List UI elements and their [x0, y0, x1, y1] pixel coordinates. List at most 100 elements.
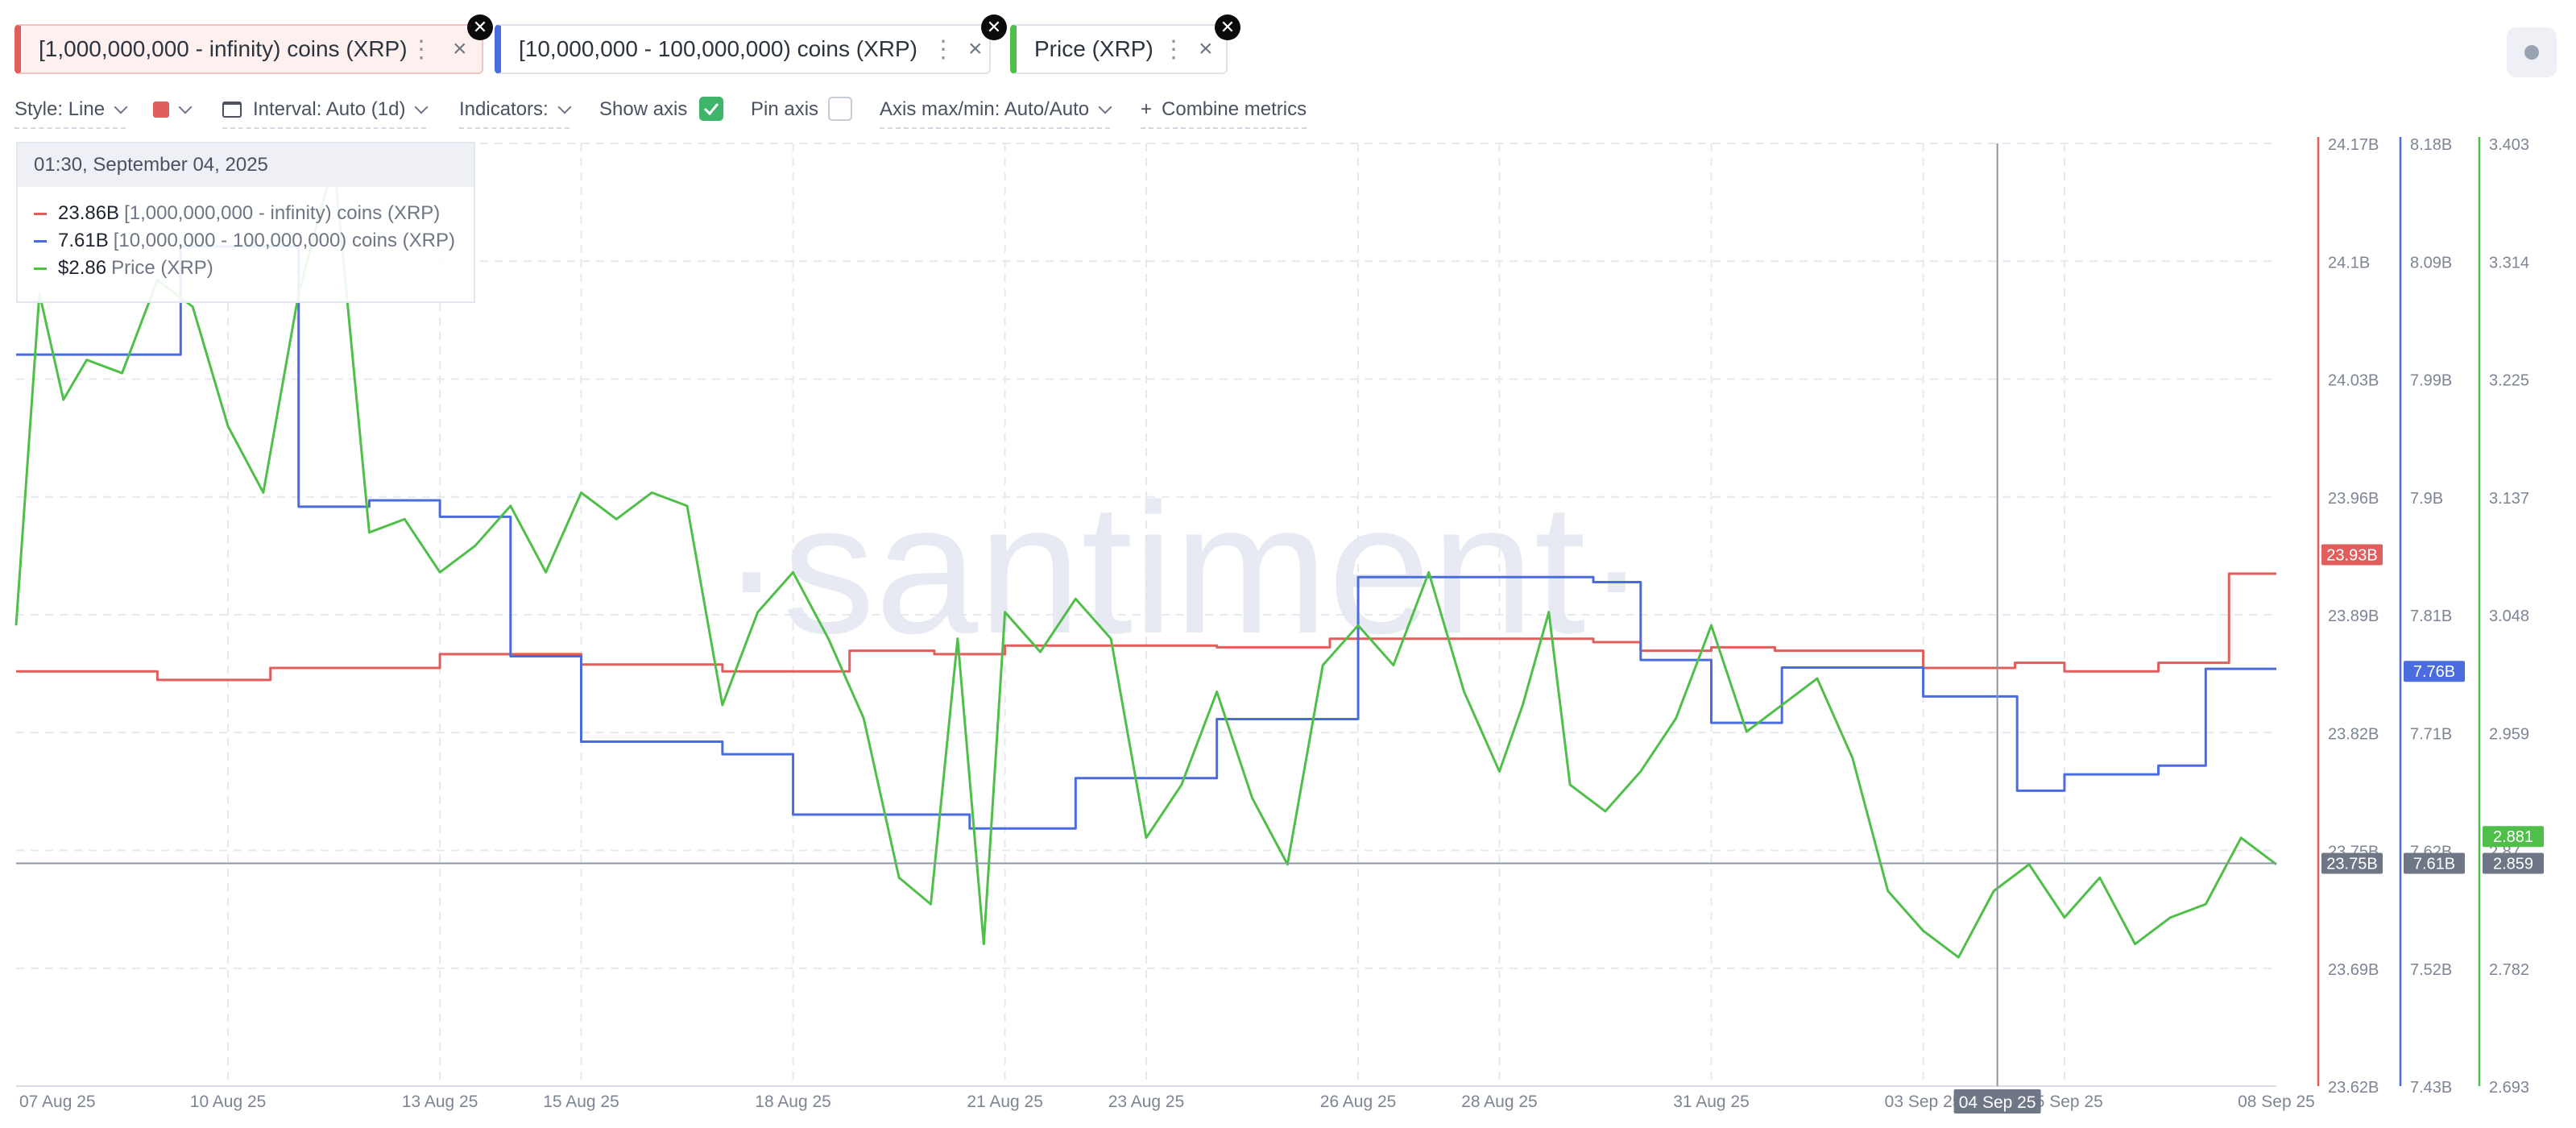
- hover-value-badge: [2321, 852, 2383, 874]
- axis-maxmin-dropdown[interactable]: Axis max/min: Auto/Auto: [880, 93, 1112, 129]
- crosshair-date-badge: [1953, 1089, 2041, 1113]
- close-icon[interactable]: ×: [453, 35, 467, 62]
- interval-label: Interval: Auto (1d): [253, 98, 406, 120]
- red-series: [16, 572, 2276, 682]
- metric-tab-label: Price (XRP): [1034, 36, 1153, 61]
- y-tick-label: 3.314: [2489, 254, 2529, 272]
- x-tick-label: 07 Aug 25: [19, 1093, 96, 1111]
- y-tick-label: 24.03B: [2328, 372, 2379, 390]
- kebab-menu-icon[interactable]: ⋮: [931, 36, 955, 63]
- style-dropdown[interactable]: Style: Line: [14, 93, 128, 129]
- hover-value-label: 23.75B: [2326, 855, 2377, 873]
- x-tick-label: 21 Aug 25: [967, 1093, 1043, 1111]
- green-series: [14, 159, 2277, 959]
- y-tick-label: 23.89B: [2328, 608, 2379, 625]
- interval-dropdown[interactable]: Interval: Auto (1d): [222, 93, 429, 129]
- tooltip-value: $2.86: [58, 257, 107, 279]
- remove-metric-icon[interactable]: ✕: [467, 15, 493, 40]
- x-tick-label: 13 Aug 25: [402, 1093, 478, 1111]
- current-value-badge: [2483, 826, 2544, 848]
- y-tick-label: 23.69B: [2328, 961, 2379, 979]
- y-tick-label: 24.17B: [2328, 136, 2379, 154]
- tooltip-series-name: Price (XRP): [111, 257, 213, 279]
- show-axis-text: Show axis: [599, 98, 688, 120]
- record-toggle-button[interactable]: [2507, 27, 2557, 77]
- metric-tab-price[interactable]: Price (XRP) ⋮ ×: [1010, 24, 1228, 74]
- tooltip-row: 23.86B [1,000,000,000 - infinity) coins …: [18, 200, 474, 227]
- remove-metric-icon[interactable]: ✕: [1215, 15, 1240, 40]
- color-swatch: [153, 102, 169, 118]
- series-layer: [14, 159, 2277, 959]
- x-tick-label: 18 Aug 25: [755, 1093, 831, 1111]
- x-tick-label: 05 Sep 25: [2026, 1093, 2103, 1111]
- crosshair: 23.75B 7.61B 2.859 04 Sep 25: [16, 143, 2544, 1113]
- watermark: ·santiment·: [721, 465, 1647, 672]
- metric-tab-whales[interactable]: [1,000,000,000 - infinity) coins (XRP) ⋮…: [14, 24, 483, 74]
- tooltip-row: 7.61B [10,000,000 - 100,000,000) coins (…: [18, 227, 474, 255]
- current-value-badge: [2404, 661, 2465, 682]
- x-tick-label: 28 Aug 25: [1461, 1093, 1538, 1111]
- color-dropdown[interactable]: [153, 93, 193, 127]
- style-label: Style: Line: [14, 98, 106, 120]
- metric-tab-label: [10,000,000 - 100,000,000) coins (XRP): [519, 36, 917, 61]
- y-tick-label: 23.96B: [2328, 490, 2379, 508]
- hover-value-badge: [2404, 852, 2465, 874]
- y-tick-label: 8.18B: [2410, 136, 2452, 154]
- x-tick-label: 08 Sep 25: [2238, 1093, 2315, 1111]
- y-tick-label: 3.137: [2489, 490, 2529, 508]
- kebab-menu-icon[interactable]: ⋮: [1162, 36, 1186, 63]
- x-tick-label: 23 Aug 25: [1108, 1093, 1185, 1111]
- tooltip-value: 23.86B: [58, 202, 120, 224]
- close-icon[interactable]: ×: [1199, 35, 1213, 62]
- y-tick-label: 7.81B: [2410, 608, 2452, 625]
- hover-value-label: 7.61B: [2413, 855, 2455, 873]
- combine-metrics-button[interactable]: + Combine metrics: [1141, 93, 1307, 129]
- y-tick-label: 23.82B: [2328, 725, 2379, 743]
- tooltip-row: $2.86 Price (XRP): [18, 255, 474, 282]
- y-tick-label: 2.693: [2489, 1079, 2529, 1097]
- y-tick-label: 8.09B: [2410, 254, 2452, 272]
- indicators-dropdown[interactable]: Indicators:: [459, 93, 572, 129]
- indicators-label: Indicators:: [459, 98, 549, 120]
- metric-tab-sharks[interactable]: [10,000,000 - 100,000,000) coins (XRP) ⋮…: [495, 24, 991, 74]
- current-value-badge: [2321, 544, 2383, 566]
- crosshair-date-label: 04 Sep 25: [1959, 1093, 2036, 1112]
- y-tick-label: 3.048: [2489, 608, 2529, 625]
- record-dot-icon: [2524, 45, 2539, 60]
- blue-series: [16, 245, 2276, 830]
- pin-axis-checkbox[interactable]: [828, 97, 852, 121]
- x-axis: 07 Aug 25 10 Aug 25 13 Aug 25 15 Aug 25 18 A…: [16, 1085, 2315, 1111]
- show-axis-checkbox[interactable]: [699, 97, 723, 121]
- y-tick-label: 3.403: [2489, 136, 2529, 154]
- x-tick-label: 03 Sep 25: [1885, 1093, 1962, 1111]
- combine-metrics-label: Combine metrics: [1162, 98, 1307, 120]
- tooltip-series-name: [10,000,000 - 100,000,000) coins (XRP): [113, 230, 455, 251]
- current-value-label: 23.93B: [2326, 547, 2377, 565]
- remove-metric-icon[interactable]: ✕: [981, 15, 1007, 40]
- series-swatch: [34, 267, 47, 270]
- checkmark-icon: [703, 103, 719, 116]
- close-icon[interactable]: ×: [968, 35, 983, 62]
- current-value-label: 2.881: [2493, 828, 2533, 846]
- tooltip-series-name: [1,000,000,000 - infinity) coins (XRP): [124, 202, 441, 224]
- metric-tab-label: [1,000,000,000 - infinity) coins (XRP): [39, 36, 408, 61]
- x-tick-label: 31 Aug 25: [1673, 1093, 1750, 1111]
- hover-tooltip: 01:30, September 04, 2025 23.86B [1,000,…: [16, 142, 475, 303]
- x-tick-label: 15 Aug 25: [543, 1093, 619, 1111]
- tooltip-date: 01:30, September 04, 2025: [18, 143, 474, 187]
- pin-axis-label: Pin axis: [751, 93, 818, 127]
- kebab-menu-icon[interactable]: ⋮: [409, 36, 433, 63]
- y-tick-label: 7.52B: [2410, 961, 2452, 979]
- tooltip-value: 7.61B: [58, 230, 109, 251]
- y-tick-label: 23.62B: [2328, 1079, 2379, 1097]
- series-swatch: [34, 239, 47, 243]
- x-tick-label: 10 Aug 25: [190, 1093, 267, 1111]
- y-tick-label: 2.959: [2489, 725, 2529, 743]
- hover-value-badge: [2483, 852, 2544, 874]
- y-tick-label: 2.782: [2489, 961, 2529, 979]
- pin-axis-text: Pin axis: [751, 98, 819, 120]
- y-tick-label: 24.1B: [2328, 254, 2370, 272]
- y-tick-label: 7.9B: [2410, 490, 2443, 508]
- axis-maxmin-label: Axis max/min: Auto/Auto: [880, 98, 1090, 120]
